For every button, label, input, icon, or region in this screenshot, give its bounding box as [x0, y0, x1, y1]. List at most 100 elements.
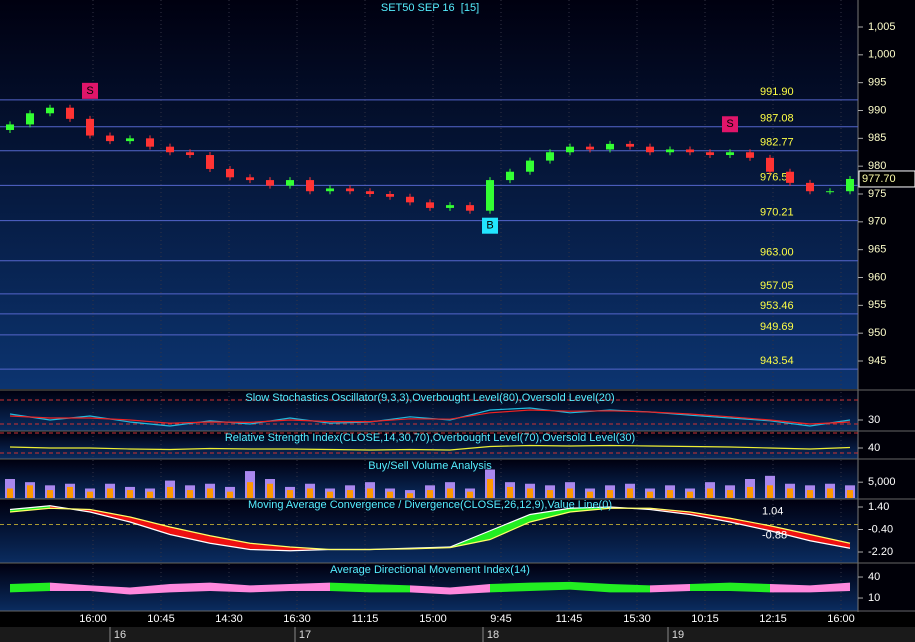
volume-bar [367, 488, 373, 498]
rsi-panel [0, 432, 858, 459]
volume-bar [207, 488, 213, 498]
y-tick-label: 40 [868, 442, 880, 454]
indicator-line [9, 444, 851, 451]
current-label: 1.04 [762, 505, 783, 517]
volume-bar [267, 483, 273, 498]
level-label: 957.05 [760, 280, 794, 292]
candle [666, 149, 674, 153]
candle [426, 202, 434, 208]
adx-band [170, 582, 210, 593]
volume-bar [687, 491, 693, 498]
macd-panel [0, 500, 858, 563]
candle [146, 138, 154, 147]
macd-fill [210, 535, 250, 550]
candle [546, 152, 554, 161]
level-label: 953.46 [760, 300, 794, 312]
candle [606, 143, 614, 150]
time-label: 16:00 [79, 613, 107, 625]
candle [106, 135, 114, 142]
candle [206, 155, 214, 169]
y-tick-label: 1,005 [868, 21, 896, 33]
time-label: 11:45 [556, 613, 583, 625]
time-label: 10:15 [691, 613, 719, 625]
signal-label: B [486, 220, 493, 232]
adx-band [530, 581, 570, 592]
indicator-line [9, 409, 851, 425]
volume-bar [747, 486, 753, 498]
volume-bar [27, 485, 33, 498]
macd-fill [810, 534, 850, 549]
y-tick-label: 955 [868, 299, 886, 311]
macd-fill [530, 508, 570, 522]
candle [626, 143, 634, 147]
volume-bar [607, 490, 613, 498]
time-bar [0, 612, 915, 627]
adx-band [770, 584, 810, 593]
volume-bar [407, 493, 413, 498]
volume-bar [467, 491, 473, 498]
candle [86, 118, 94, 136]
volume-bar [227, 491, 233, 498]
level-label: 987.08 [760, 113, 794, 125]
candle [46, 107, 54, 114]
candle [406, 196, 414, 203]
time-label: 12:15 [759, 613, 787, 625]
time-label: 16:00 [827, 613, 855, 625]
candle [726, 152, 734, 156]
volume-bar [847, 490, 853, 498]
y-tick-label: 30 [868, 414, 880, 426]
panel-title: Average Directional Movement Index(14) [330, 564, 530, 576]
macd-fill [130, 517, 170, 535]
macd-fill [170, 527, 210, 544]
date-label: 19 [672, 629, 684, 641]
volume-bar [587, 491, 593, 498]
candle [126, 138, 134, 142]
adx-band [610, 584, 650, 593]
volume-bar [627, 488, 633, 498]
panel-title: Relative Strength Index(CLOSE,14,30,70),… [225, 432, 635, 444]
volume-bar [7, 488, 13, 498]
y-tick-label: 1.40 [868, 501, 889, 513]
candle [706, 152, 714, 156]
candle [486, 180, 494, 211]
volume-bar [187, 490, 193, 498]
adx-band [450, 584, 490, 595]
y-tick-label: 980 [868, 160, 886, 172]
candle [166, 146, 174, 153]
indicator-line [9, 507, 851, 551]
volume-bar [147, 491, 153, 498]
y-tick-label: 960 [868, 271, 886, 283]
last-box [858, 170, 915, 188]
candle [506, 171, 514, 181]
adx-band [330, 582, 370, 593]
macd-fill [90, 509, 130, 522]
level-label: 970.21 [760, 207, 794, 219]
volume-bar [667, 490, 673, 498]
candle [6, 124, 14, 130]
adx-band [50, 582, 90, 592]
candle [346, 188, 354, 192]
time-label: 11:15 [352, 613, 379, 625]
signal-box [82, 82, 98, 99]
volume-bar [447, 488, 453, 498]
y-tick-label: 1,000 [868, 49, 896, 61]
signal-label: S [86, 85, 93, 97]
candle [246, 177, 254, 181]
candle [326, 188, 334, 192]
volume-bar [507, 486, 513, 498]
adx-band [690, 582, 730, 592]
volume-bar [347, 490, 353, 498]
volume-bar [487, 479, 493, 498]
candle [786, 171, 794, 183]
level-label: 943.54 [760, 355, 794, 367]
adx-band [650, 584, 690, 593]
candle [806, 182, 814, 192]
candle [826, 191, 834, 193]
adx-band [90, 585, 130, 595]
candle [226, 168, 234, 178]
time-label: 14:30 [215, 613, 243, 625]
panel-title: Buy/Sell Volume Analysis [368, 460, 492, 472]
adx-band [490, 582, 530, 593]
y-tick-label: 950 [868, 327, 886, 339]
